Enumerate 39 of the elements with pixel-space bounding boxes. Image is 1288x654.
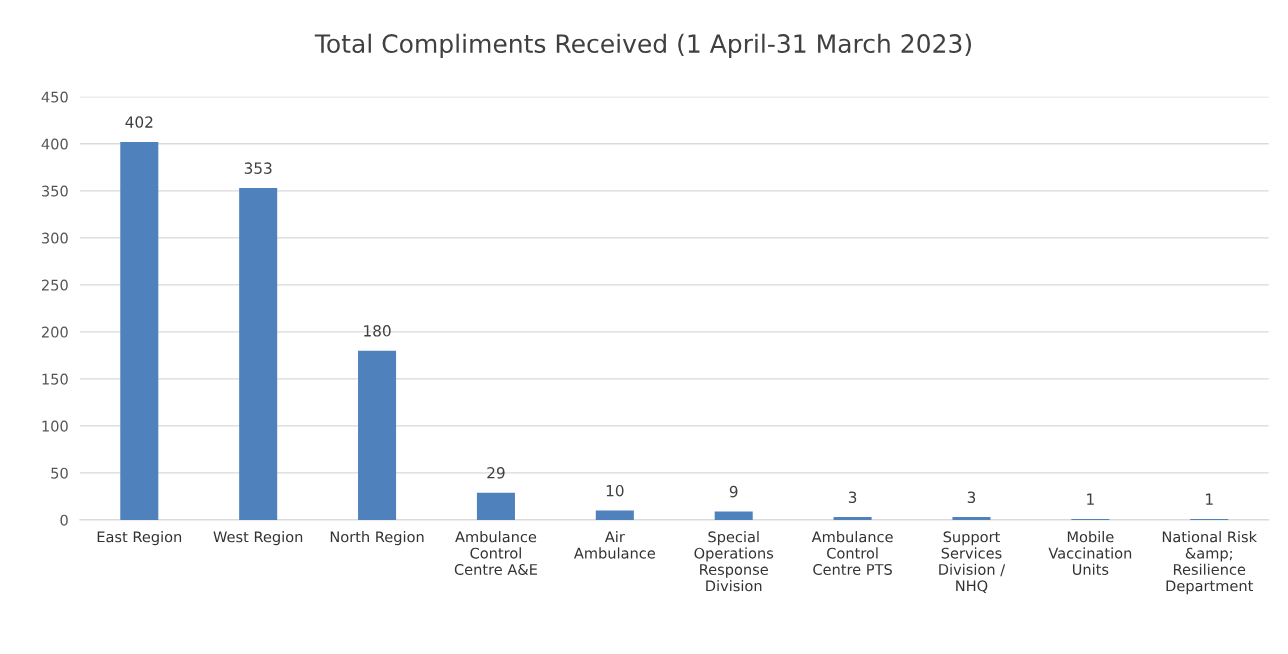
- data-label: 1: [1206, 493, 1213, 505]
- data-label: 180: [364, 325, 391, 337]
- data-label: 10: [606, 484, 624, 497]
- x-tick-label: East Region: [97, 531, 182, 546]
- data-label: 3: [967, 491, 976, 504]
- data-label: 29: [487, 467, 505, 479]
- data-label: 402: [125, 116, 153, 128]
- chart-title: Total Compliments Received (1 April-31 March 2023): [314, 33, 971, 58]
- x-tick-label: Ambulance Control Centre A&E: [454, 531, 537, 575]
- y-tick-label: 0: [60, 514, 68, 526]
- y-tick-label: 300: [42, 232, 68, 244]
- y-tick-label: 200: [41, 326, 68, 338]
- y-tick-label: 50: [51, 467, 68, 479]
- x-tick-label: North Region: [330, 531, 424, 546]
- x-tick-label: National Risk &amp; Resilience Department: [1162, 531, 1258, 595]
- bar: [358, 350, 397, 520]
- x-tick-label: West Region: [213, 531, 303, 546]
- bar: [120, 141, 159, 520]
- y-tick-label: 350: [42, 185, 68, 197]
- bar: [595, 510, 634, 520]
- y-tick-label: 450: [41, 91, 68, 103]
- data-label: 1: [1087, 493, 1094, 505]
- data-label: 3: [848, 491, 857, 504]
- bar: [239, 188, 278, 520]
- x-tick-label: Support Services Division / NHQ: [939, 531, 1006, 593]
- y-tick-label: 150: [42, 373, 68, 385]
- data-label: 353: [244, 162, 272, 174]
- bar: [833, 517, 872, 520]
- y-tick-label: 100: [42, 420, 68, 432]
- bar: [714, 511, 753, 520]
- x-tick-label: Special Operations Response Division: [694, 531, 774, 592]
- x-tick-label: Air Ambulance: [573, 531, 655, 559]
- y-tick-label: 250: [41, 279, 68, 291]
- data-label: 9: [729, 485, 738, 498]
- y-tick-label: 400: [41, 138, 68, 150]
- bar: [952, 517, 991, 520]
- x-tick-label: Ambulance Control Centre PTS: [811, 531, 893, 575]
- x-tick-label: Mobile Vaccination Units: [1048, 531, 1132, 575]
- bar: [476, 492, 515, 520]
